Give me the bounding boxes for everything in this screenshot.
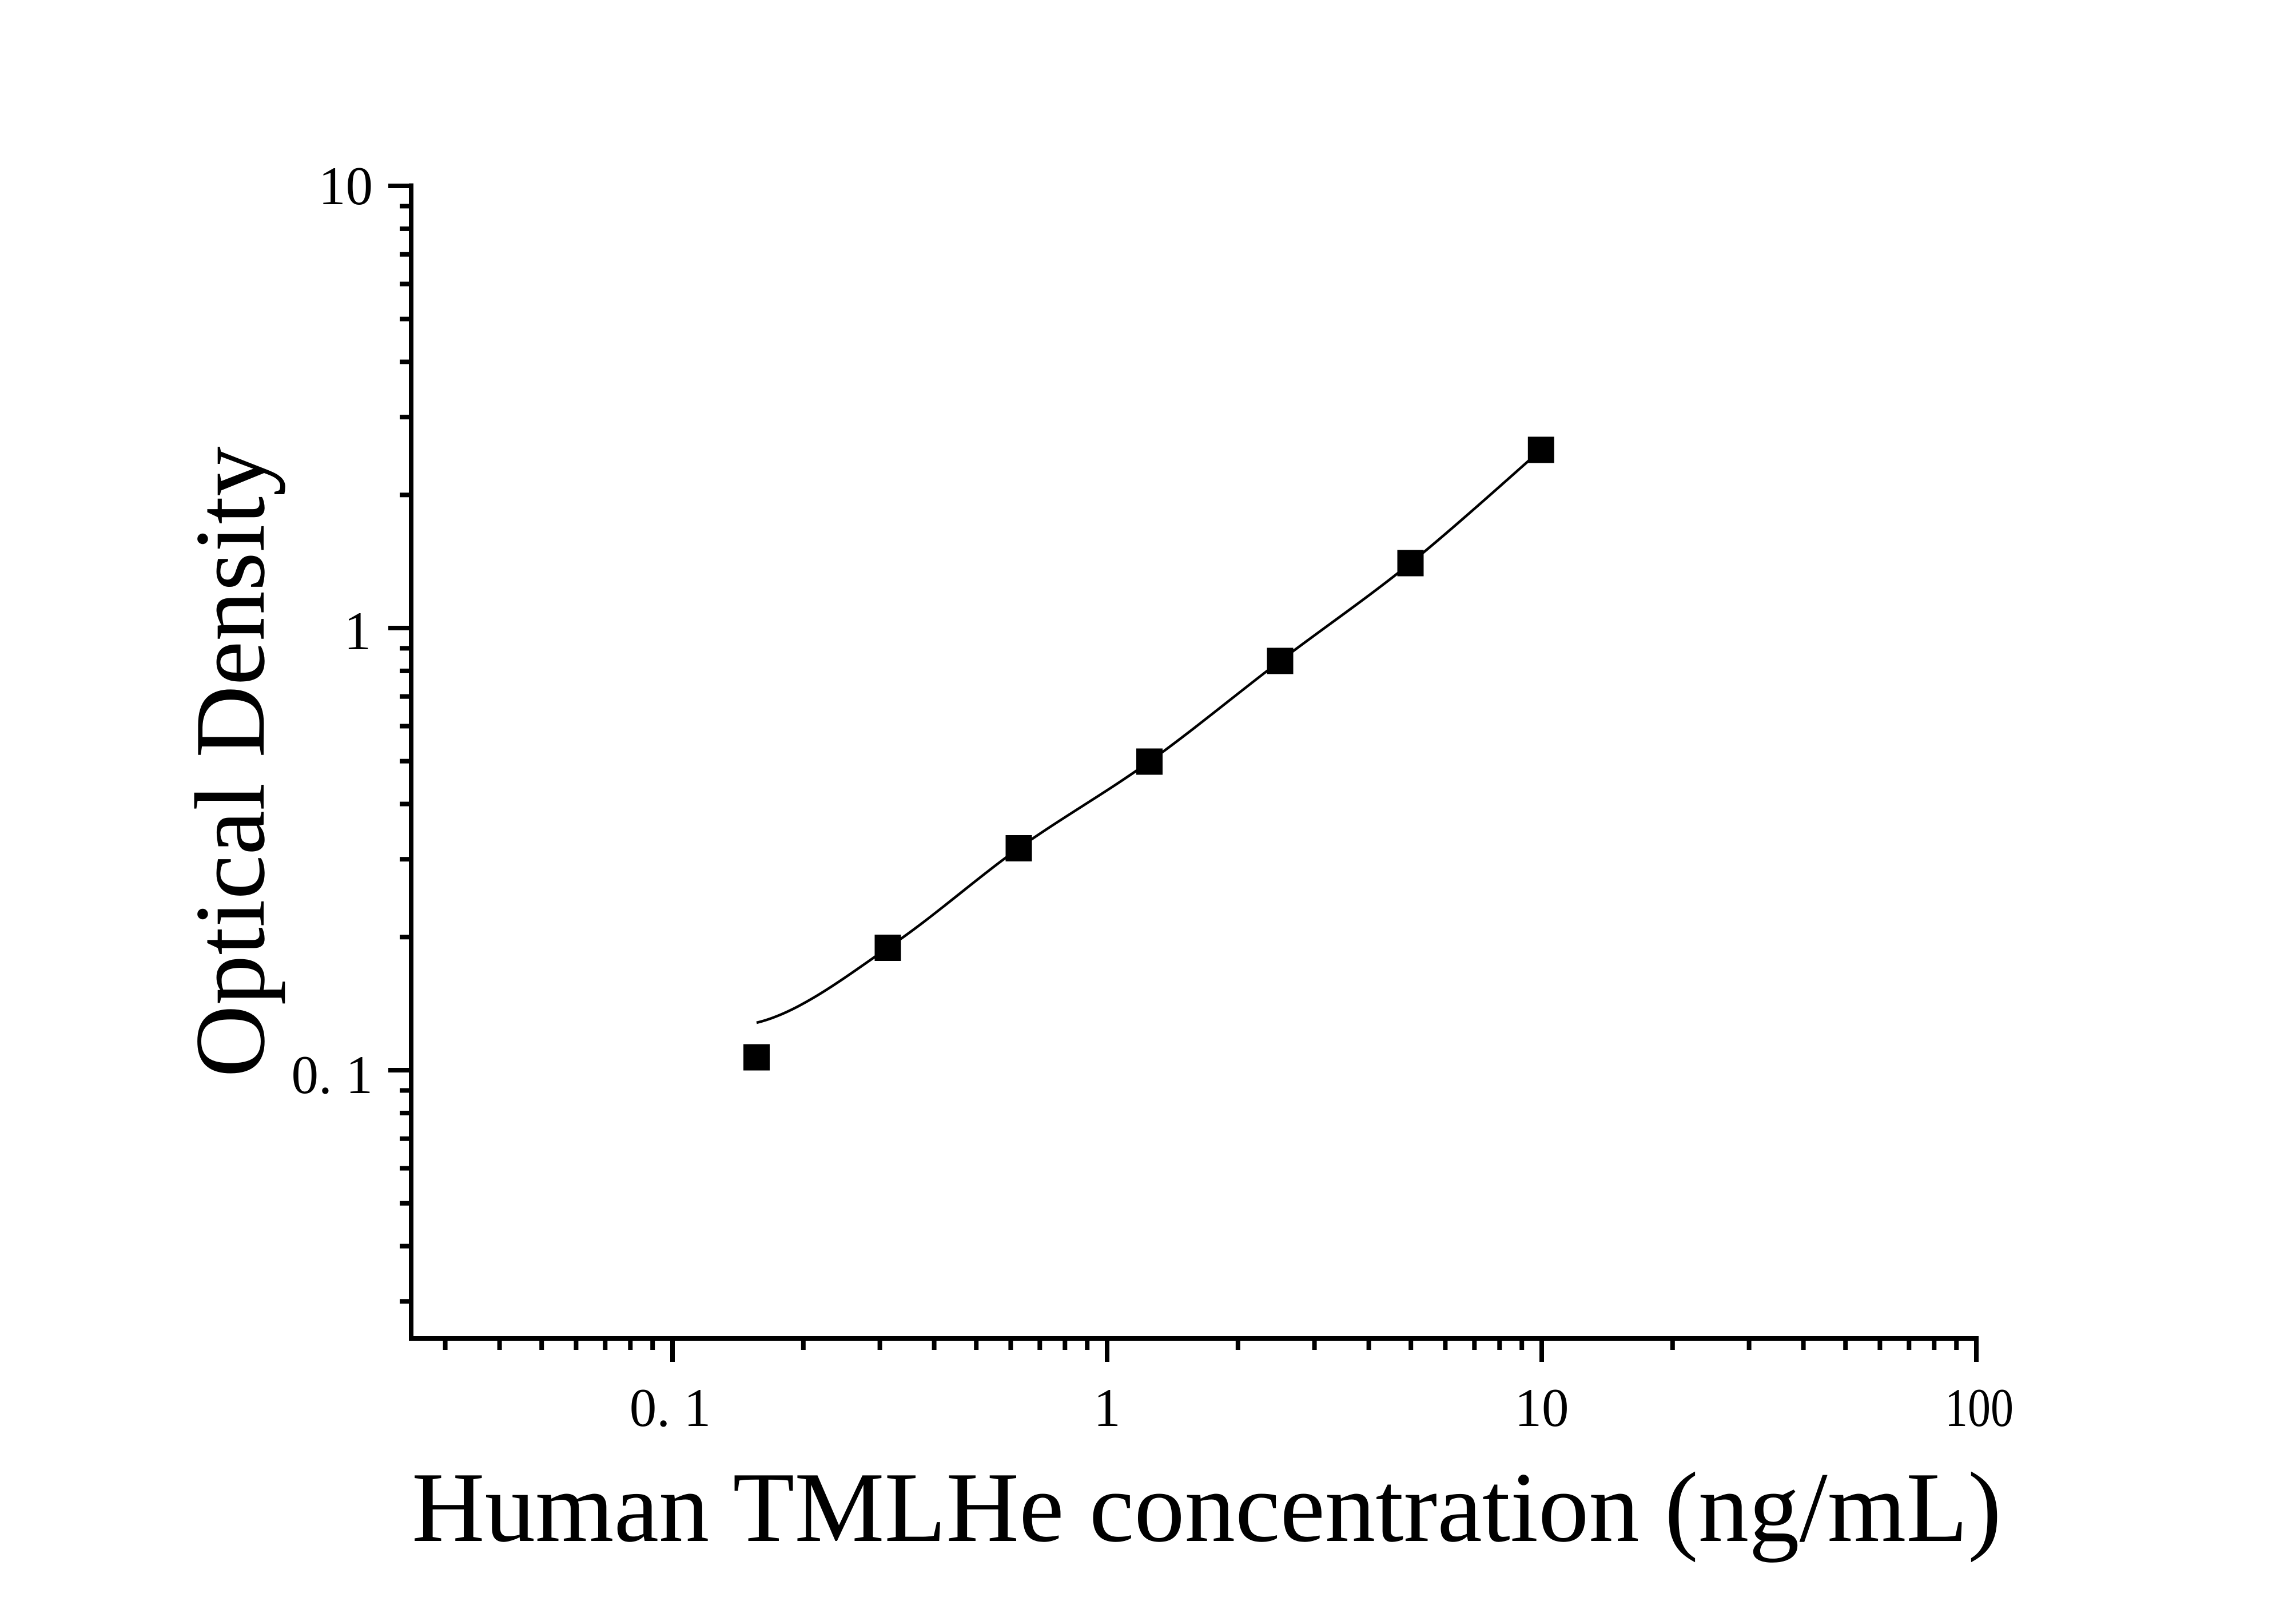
svg-text:1: 1 <box>344 601 372 661</box>
svg-text:1: 1 <box>1093 1377 1121 1438</box>
svg-text:0. 1: 0. 1 <box>630 1377 711 1438</box>
svg-text:100: 100 <box>1945 1377 2014 1438</box>
svg-text:0. 1: 0. 1 <box>292 1044 373 1105</box>
svg-text:Human TMLHe concentration (ng/: Human TMLHe concentration (ng/mL) <box>412 1452 2001 1563</box>
svg-text:10: 10 <box>319 156 373 216</box>
svg-text:Optical Density: Optical Density <box>174 446 285 1077</box>
svg-text:10: 10 <box>1515 1377 1569 1438</box>
